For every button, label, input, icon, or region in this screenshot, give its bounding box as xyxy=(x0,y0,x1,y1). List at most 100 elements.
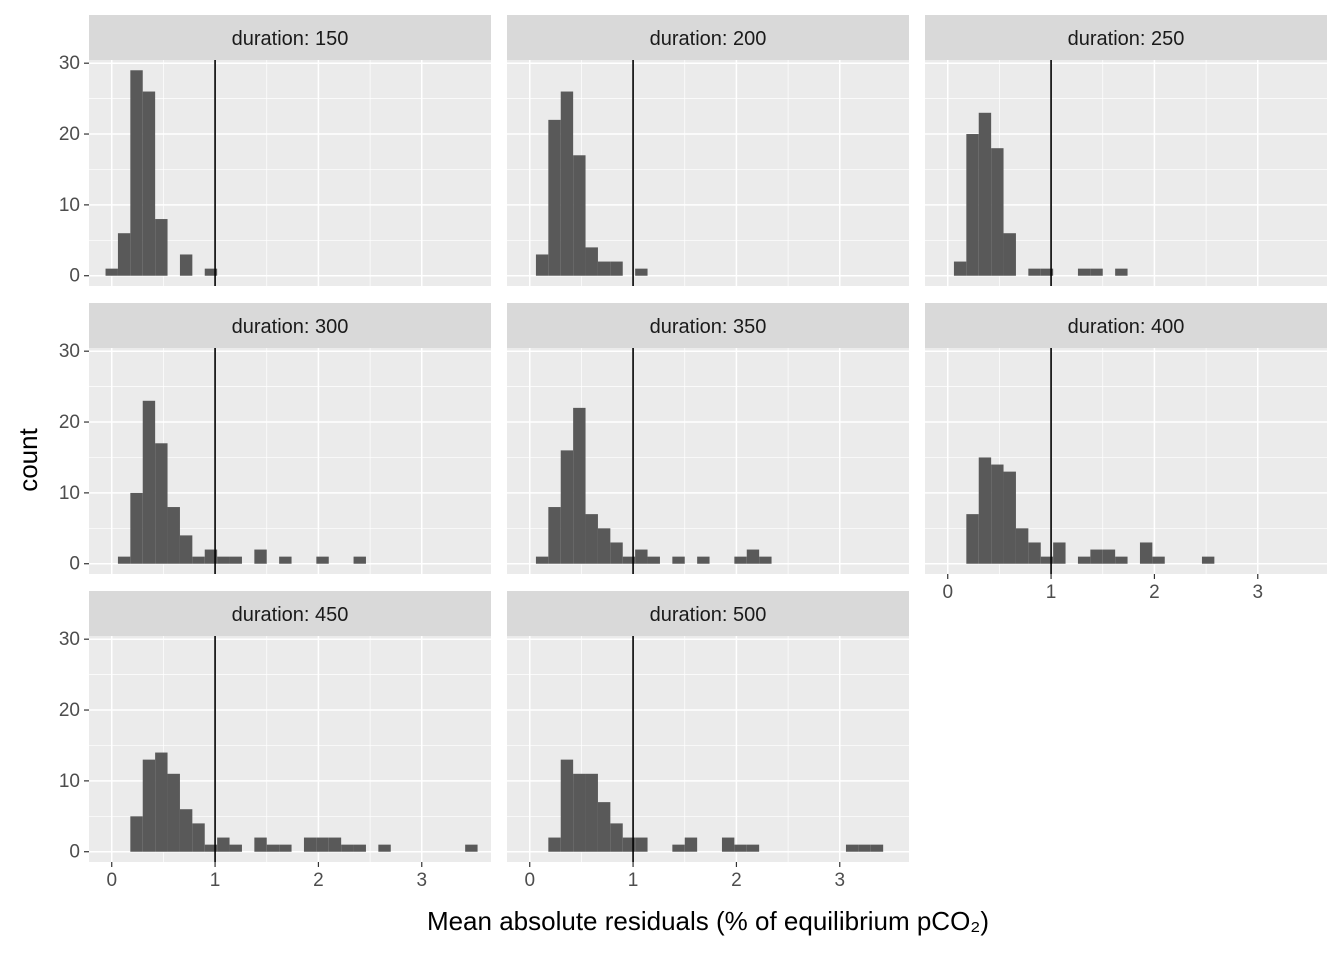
y-tick-label: 20 xyxy=(59,700,80,721)
bar xyxy=(279,844,292,852)
bar xyxy=(130,816,143,852)
bar xyxy=(597,528,611,564)
bar xyxy=(142,91,156,276)
bar xyxy=(560,450,574,564)
bar xyxy=(610,542,623,564)
bar xyxy=(179,809,193,852)
x-tick-label: 2 xyxy=(1149,582,1160,603)
bar xyxy=(117,556,131,564)
strip xyxy=(507,15,909,60)
bar xyxy=(192,823,205,852)
y-tick-label: 10 xyxy=(59,771,80,792)
bar xyxy=(316,837,329,852)
bar xyxy=(1102,549,1116,564)
bar xyxy=(167,773,180,852)
bar xyxy=(353,556,366,564)
x-tick-label: 3 xyxy=(1252,582,1263,603)
bar xyxy=(635,549,648,564)
y-tick-label: 20 xyxy=(59,412,80,433)
bar xyxy=(610,261,623,276)
bar xyxy=(1139,542,1153,564)
y-tick-label: 30 xyxy=(59,341,80,362)
bar xyxy=(684,837,698,852)
facet-label: duration: 400 xyxy=(1068,316,1185,338)
bar xyxy=(597,261,611,276)
bar xyxy=(266,844,280,852)
bar xyxy=(316,556,329,564)
facet-label: duration: 350 xyxy=(650,316,767,338)
facet-label: duration: 250 xyxy=(1068,28,1185,50)
bar xyxy=(573,407,586,564)
bar xyxy=(1003,233,1016,276)
bar xyxy=(548,119,561,276)
bar xyxy=(1028,542,1041,564)
bar xyxy=(1152,556,1165,564)
bar xyxy=(1090,549,1103,564)
bar xyxy=(179,254,193,276)
bar xyxy=(378,844,391,852)
bar xyxy=(130,492,143,564)
bar xyxy=(328,837,342,852)
bar xyxy=(465,844,478,852)
bar xyxy=(1077,556,1091,564)
bar xyxy=(746,549,760,564)
bar xyxy=(142,759,156,852)
x-tick-label: 3 xyxy=(834,870,845,891)
y-tick-label: 10 xyxy=(59,195,80,216)
y-tick-label: 30 xyxy=(59,53,80,74)
bar xyxy=(622,556,636,564)
x-tick-label: 0 xyxy=(106,870,117,891)
bar xyxy=(560,91,574,276)
bar xyxy=(142,400,156,564)
facet-label: duration: 500 xyxy=(650,604,767,626)
x-tick-label: 2 xyxy=(731,870,742,891)
y-tick-label: 30 xyxy=(59,629,80,650)
y-tick-label: 0 xyxy=(69,266,80,287)
bar xyxy=(204,844,218,852)
bar xyxy=(978,457,992,564)
bar xyxy=(192,556,205,564)
bar xyxy=(746,844,760,852)
bar xyxy=(1028,268,1041,276)
bar xyxy=(734,844,747,852)
bar xyxy=(155,219,168,276)
bar xyxy=(966,134,979,276)
bar xyxy=(535,556,549,564)
bar xyxy=(697,556,710,564)
bar xyxy=(229,556,242,564)
bar xyxy=(1053,542,1066,564)
facet-label: duration: 300 xyxy=(232,316,349,338)
bar xyxy=(672,556,685,564)
bar xyxy=(585,773,598,852)
bar xyxy=(991,464,1004,564)
y-axis-title: count xyxy=(13,427,43,491)
bar xyxy=(130,70,143,276)
bar xyxy=(966,514,979,564)
bar xyxy=(978,112,992,276)
bar xyxy=(1090,268,1103,276)
bar xyxy=(991,148,1004,276)
bar xyxy=(610,823,623,852)
bar xyxy=(217,837,230,852)
facet-label: duration: 200 xyxy=(650,28,767,50)
x-tick-label: 1 xyxy=(210,870,221,891)
y-tick-label: 10 xyxy=(59,483,80,504)
bar xyxy=(217,556,230,564)
bar xyxy=(117,233,131,276)
bar xyxy=(1077,268,1091,276)
bar xyxy=(845,844,859,852)
x-tick-label: 3 xyxy=(416,870,427,891)
bar xyxy=(155,443,168,564)
x-tick-label: 2 xyxy=(313,870,324,891)
strip xyxy=(89,591,491,636)
bar xyxy=(204,549,218,564)
bar xyxy=(635,268,648,276)
bar xyxy=(179,535,193,564)
bar xyxy=(353,844,366,852)
bar xyxy=(548,837,561,852)
bar xyxy=(672,844,685,852)
strip xyxy=(507,303,909,348)
bar xyxy=(759,556,772,564)
y-tick-label: 20 xyxy=(59,124,80,145)
